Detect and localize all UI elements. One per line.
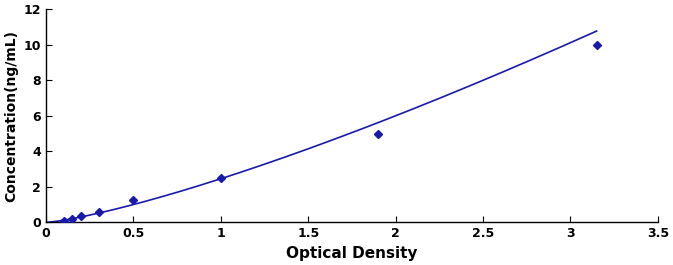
X-axis label: Optical Density: Optical Density (286, 246, 418, 261)
Y-axis label: Concentration(ng/mL): Concentration(ng/mL) (4, 30, 18, 202)
